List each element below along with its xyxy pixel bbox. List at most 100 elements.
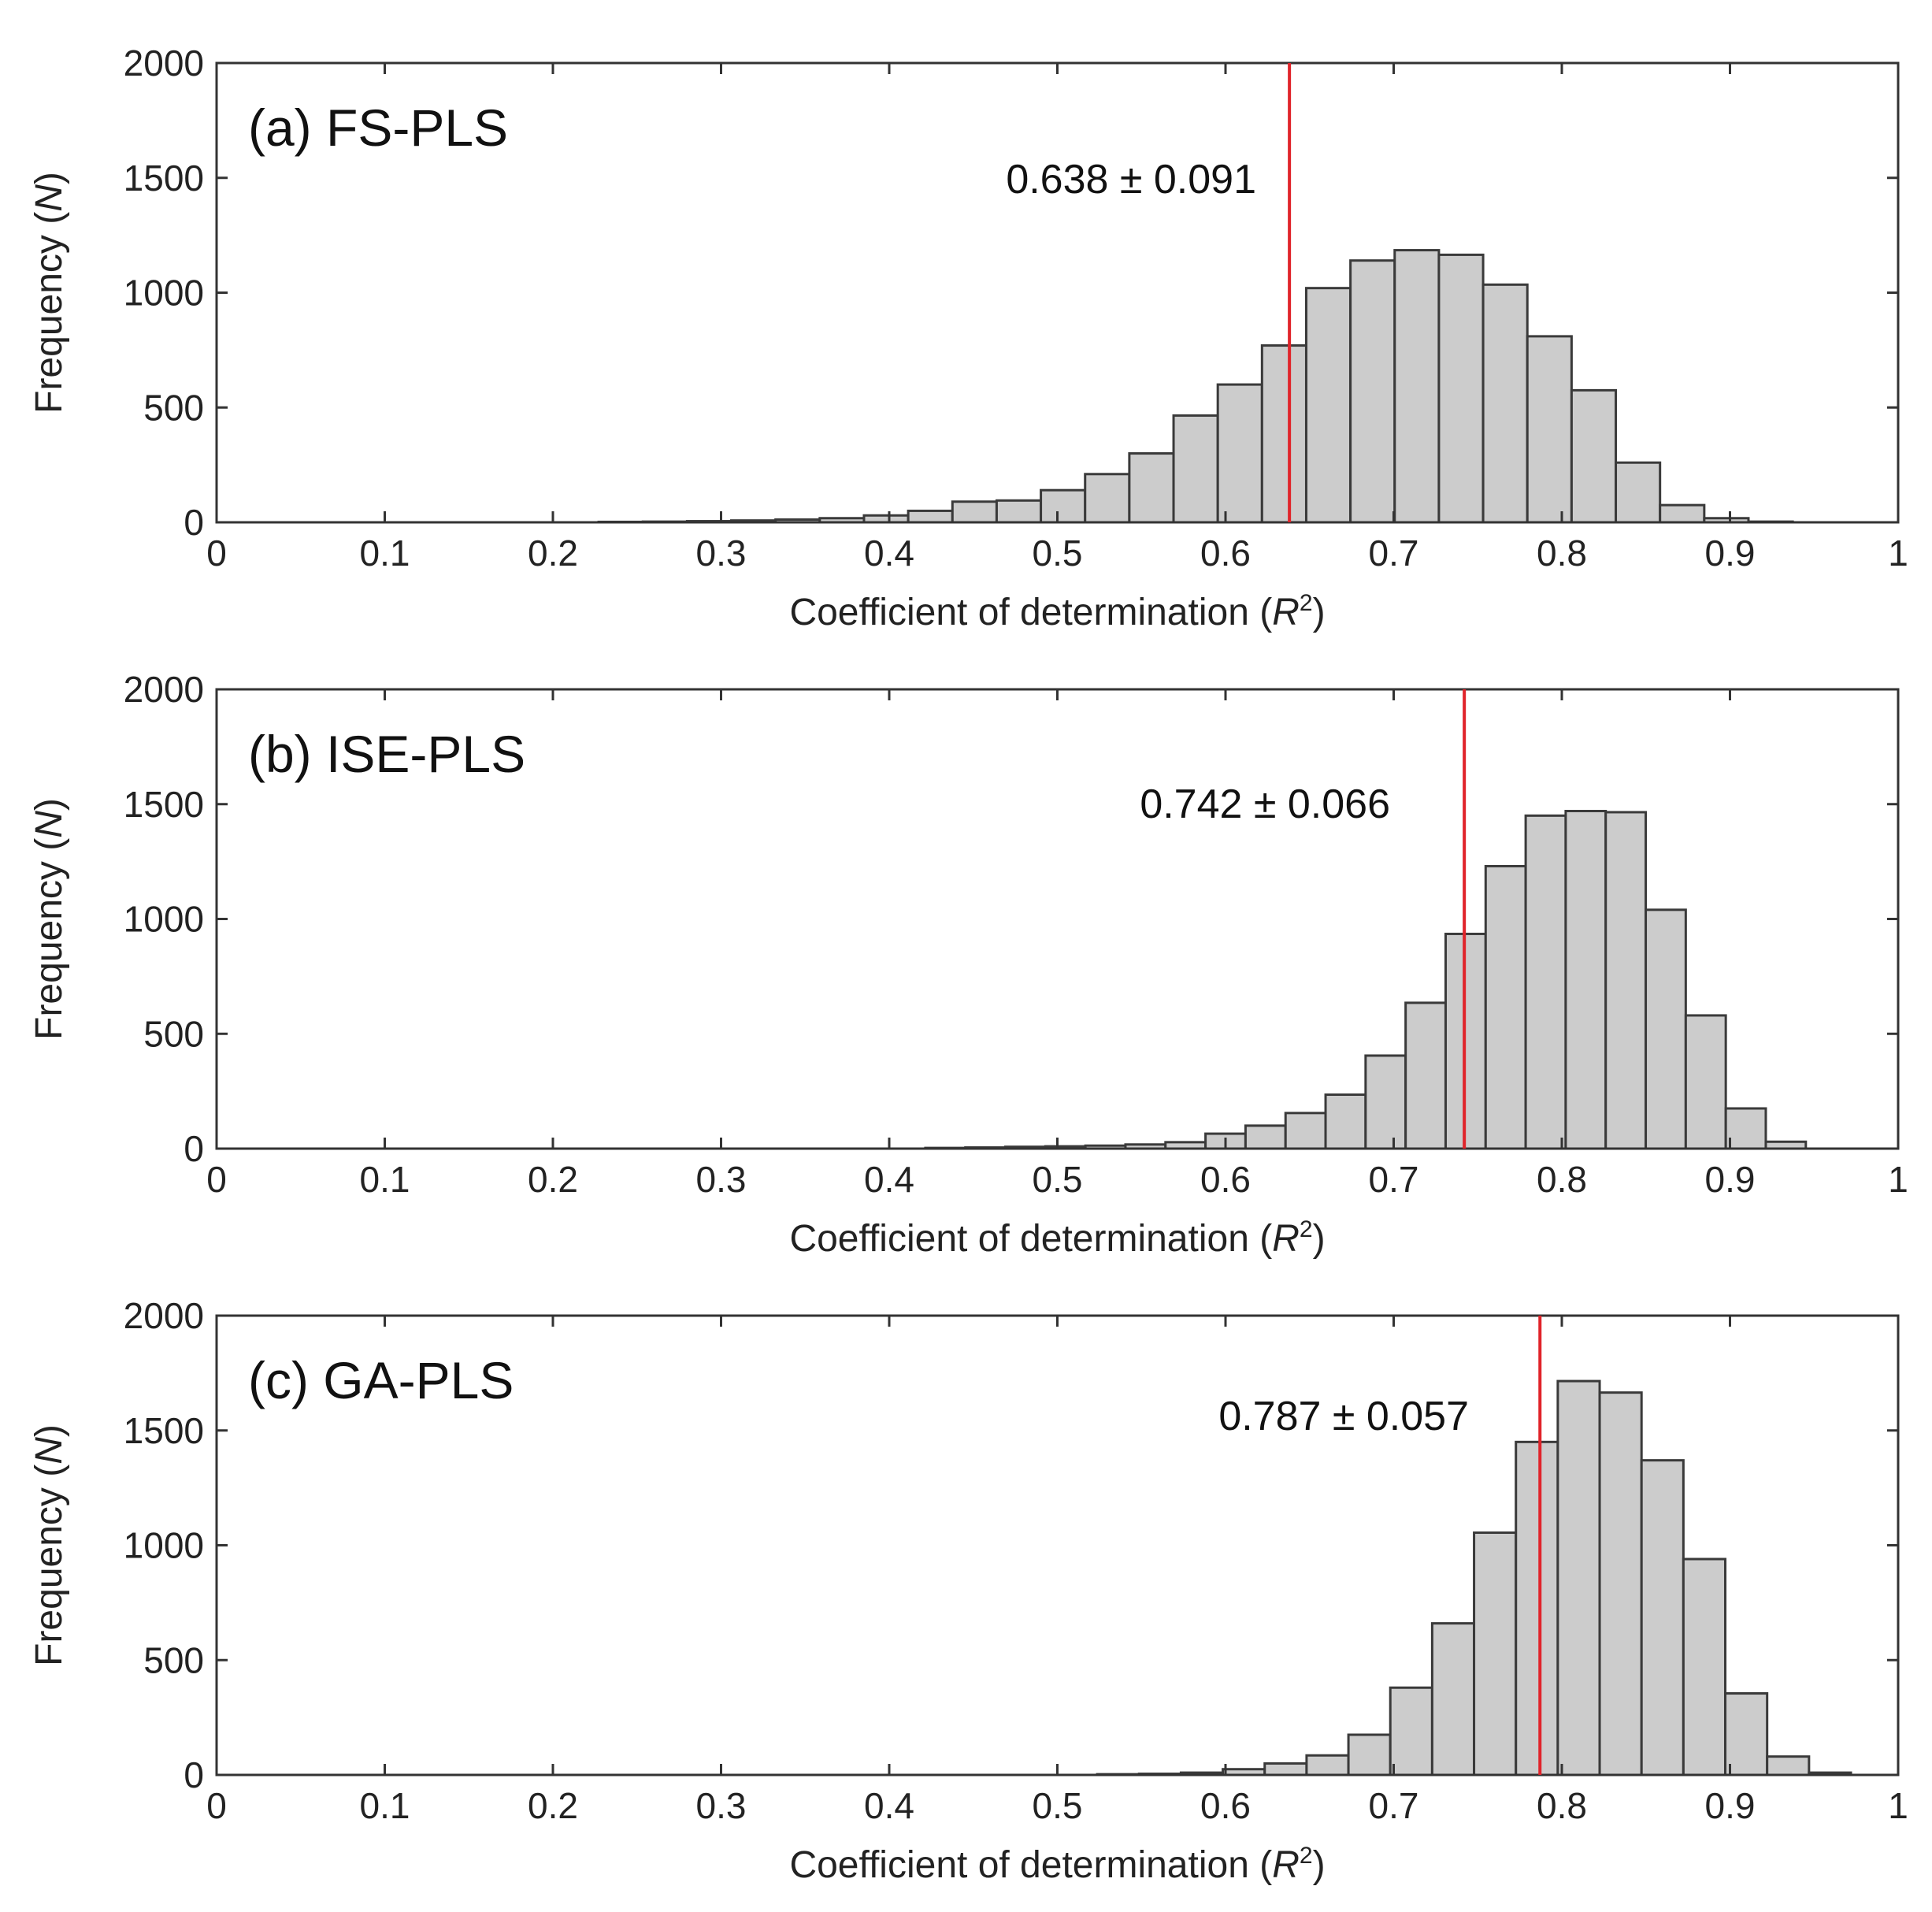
- x-axis-title-text: Coefficient of determination (: [789, 592, 1272, 633]
- y-tick-label: 2000: [124, 669, 204, 710]
- histogram-bar: [1172, 414, 1219, 524]
- histogram-bar: [1244, 1124, 1287, 1150]
- y-axis-title-text: Frequency (: [28, 1465, 70, 1666]
- x-axis-title-sup: 2: [1300, 1843, 1313, 1869]
- x-tick-label: 0.9: [1705, 1159, 1756, 1200]
- x-tick-label: 0.3: [696, 1159, 747, 1200]
- y-axis-title-text: Frequency (: [28, 212, 70, 414]
- x-tick-label: 0.8: [1537, 1159, 1587, 1200]
- histogram-bar: [1766, 1755, 1811, 1776]
- mean-annotation: 0.742 ± 0.066: [1140, 782, 1390, 827]
- y-axis-title-end: ): [28, 172, 70, 184]
- x-axis-title-var: R: [1272, 1218, 1300, 1260]
- histogram-bar: [1473, 1531, 1518, 1776]
- panel-label: (b) ISE-PLS: [248, 725, 525, 783]
- histogram-bar: [951, 500, 998, 524]
- x-tick-label: 0.2: [528, 1785, 578, 1826]
- x-tick-label: 0.7: [1369, 1159, 1419, 1200]
- histogram-bar: [1216, 383, 1263, 524]
- x-axis-title-sup: 2: [1300, 1216, 1313, 1242]
- y-axis-title-text: Frequency (: [28, 838, 70, 1040]
- x-tick-label: 0: [206, 1785, 227, 1826]
- x-tick-label: 1: [1888, 1785, 1908, 1826]
- x-tick-label: 0.1: [360, 1159, 410, 1200]
- x-tick-label: 0.2: [528, 533, 578, 574]
- y-axis-title: Frequency (N): [28, 172, 70, 414]
- histogram-bar: [1684, 1014, 1727, 1150]
- histogram-bar: [1364, 1054, 1407, 1150]
- x-tick-label: 1: [1888, 533, 1908, 574]
- x-tick-label: 0.7: [1369, 533, 1419, 574]
- histogram-bar: [1556, 1379, 1601, 1776]
- histogram-bar: [1349, 259, 1396, 524]
- y-tick-label: 1000: [124, 273, 204, 314]
- histogram-bar: [1598, 1391, 1643, 1776]
- x-tick-label: 0.6: [1200, 1785, 1251, 1826]
- histogram-bar: [1515, 1440, 1559, 1776]
- y-tick-label: 1500: [124, 784, 204, 825]
- x-tick-label: 0: [206, 533, 227, 574]
- y-tick-label: 1000: [124, 899, 204, 940]
- histogram-bar: [1260, 344, 1307, 524]
- histogram-bar: [1324, 1093, 1367, 1150]
- histogram-bar: [1040, 488, 1087, 524]
- x-axis-title: Coefficient of determination (R2): [789, 590, 1325, 633]
- x-tick-label: 0.4: [864, 1159, 914, 1200]
- x-tick-label: 0.7: [1369, 1785, 1419, 1826]
- x-tick-label: 1: [1888, 1159, 1908, 1200]
- histogram-panel: 0 0.1 0.2 0.3 0.4 0.5 0.6 0.7 0.8 0.9 1 0 500 1000 150…: [28, 43, 1908, 633]
- y-tick-label: 0: [184, 1754, 204, 1795]
- histogram-panel: 0 0.1 0.2 0.3 0.4 0.5 0.6 0.7 0.8 0.9 1 0 500 1000 150…: [28, 1295, 1908, 1886]
- histogram-bar: [1724, 1107, 1767, 1150]
- histogram-bar: [1305, 1754, 1350, 1776]
- x-axis-title-text: Coefficient of determination (: [789, 1844, 1272, 1886]
- histogram-bar: [1284, 1112, 1327, 1150]
- histogram-bar: [1084, 473, 1131, 524]
- y-tick-label: 0: [184, 502, 204, 543]
- y-tick-label: 500: [143, 1639, 204, 1680]
- histogram-bar: [1526, 335, 1573, 524]
- y-tick-label: 1000: [124, 1525, 204, 1566]
- x-tick-label: 0.6: [1200, 1159, 1251, 1200]
- x-tick-label: 0.4: [864, 533, 914, 574]
- x-axis-title-text: Coefficient of determination (: [789, 1218, 1272, 1260]
- histogram-bar: [1404, 1001, 1447, 1150]
- histogram-bar: [1304, 287, 1352, 524]
- histogram-bar: [1615, 461, 1662, 524]
- y-tick-label: 2000: [124, 43, 204, 84]
- histogram-bar: [1524, 814, 1567, 1150]
- histogram-bar: [1645, 908, 1687, 1150]
- x-axis-title: Coefficient of determination (R2): [789, 1216, 1325, 1260]
- x-axis-title-end: ): [1313, 1844, 1326, 1886]
- y-axis-title-var: N: [28, 811, 70, 838]
- x-axis-title: Coefficient of determination (R2): [789, 1843, 1325, 1886]
- histogram-bar: [1682, 1557, 1727, 1776]
- y-axis-title-end: ): [28, 1424, 70, 1437]
- x-tick-label: 0.6: [1200, 533, 1251, 574]
- x-axis-title-var: R: [1272, 592, 1300, 633]
- histogram-bar: [1389, 1686, 1433, 1776]
- y-axis-title: Frequency (N): [28, 1424, 70, 1666]
- histogram-bar: [1393, 249, 1441, 524]
- histogram-bar: [1604, 811, 1648, 1150]
- histogram-bar: [1430, 1622, 1476, 1776]
- x-tick-label: 0.1: [360, 533, 410, 574]
- x-axis-title-end: ): [1313, 1218, 1326, 1260]
- x-tick-label: 0.9: [1705, 1785, 1756, 1826]
- panel-label: (a) FS-PLS: [248, 98, 508, 157]
- histogram-bar: [1484, 864, 1527, 1150]
- x-tick-label: 0.4: [864, 1785, 914, 1826]
- x-tick-label: 0.3: [696, 533, 747, 574]
- histogram-bar: [1347, 1733, 1392, 1776]
- x-tick-label: 0.9: [1705, 533, 1756, 574]
- histogram-bar: [1724, 1692, 1769, 1776]
- histogram-bar: [1437, 253, 1485, 524]
- y-axis-title-var: N: [28, 1437, 70, 1465]
- x-tick-label: 0.8: [1537, 1785, 1587, 1826]
- y-tick-label: 0: [184, 1128, 204, 1169]
- y-tick-label: 1500: [124, 158, 204, 199]
- histogram-bar: [1263, 1762, 1308, 1776]
- x-tick-label: 0.5: [1033, 533, 1083, 574]
- x-axis-title-end: ): [1313, 592, 1326, 633]
